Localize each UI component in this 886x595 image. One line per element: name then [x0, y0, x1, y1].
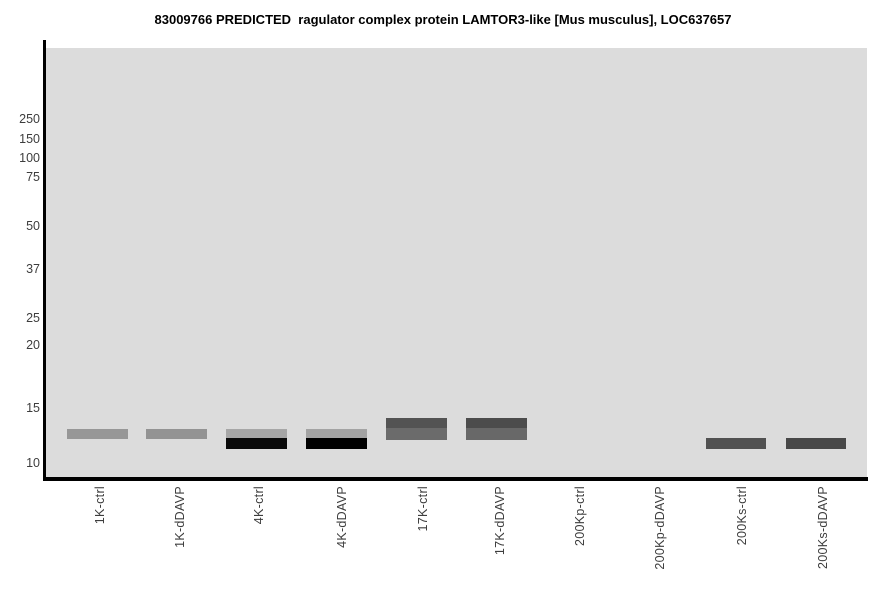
protein-band [466, 418, 527, 428]
lane-label: 4K-dDAVP [335, 486, 349, 548]
lane-label: 200Kp-ctrl [573, 486, 587, 546]
y-axis-tick-label: 100 [19, 151, 40, 165]
lane-label: 200Kp-dDAVP [653, 486, 667, 570]
protein-band [146, 429, 207, 439]
y-axis-tick-label: 10 [26, 456, 40, 470]
protein-band [386, 418, 447, 428]
y-axis-line [43, 40, 46, 481]
figure-title: 83009766 PREDICTED ragulator complex pro… [154, 12, 732, 27]
lane-label: 1K-ctrl [93, 486, 107, 525]
plot-area [46, 48, 867, 477]
protein-band [306, 438, 367, 449]
lane-label: 17K-ctrl [416, 486, 430, 532]
lane-label: 200Ks-ctrl [735, 486, 749, 546]
y-axis-tick-label: 150 [19, 132, 40, 146]
protein-band [67, 429, 128, 439]
lane-label: 1K-dDAVP [173, 486, 187, 548]
y-axis-tick-label: 37 [26, 262, 40, 276]
protein-band [466, 428, 527, 440]
protein-band [386, 428, 447, 440]
protein-band [306, 429, 367, 438]
protein-band [226, 438, 287, 449]
y-axis-tick-label: 15 [26, 401, 40, 415]
y-axis-tick-label: 50 [26, 219, 40, 233]
protein-band [786, 438, 846, 449]
y-axis-tick-label: 75 [26, 170, 40, 184]
protein-band [706, 438, 766, 449]
y-axis-tick-label: 20 [26, 338, 40, 352]
lane-label: 17K-dDAVP [493, 486, 507, 556]
protein-band [226, 429, 287, 438]
y-axis-tick-label: 25 [26, 311, 40, 325]
y-axis-tick-label: 250 [19, 112, 40, 126]
lane-label: 4K-ctrl [252, 486, 266, 525]
x-axis-line [43, 477, 868, 481]
lane-label: 200Ks-dDAVP [816, 486, 830, 569]
